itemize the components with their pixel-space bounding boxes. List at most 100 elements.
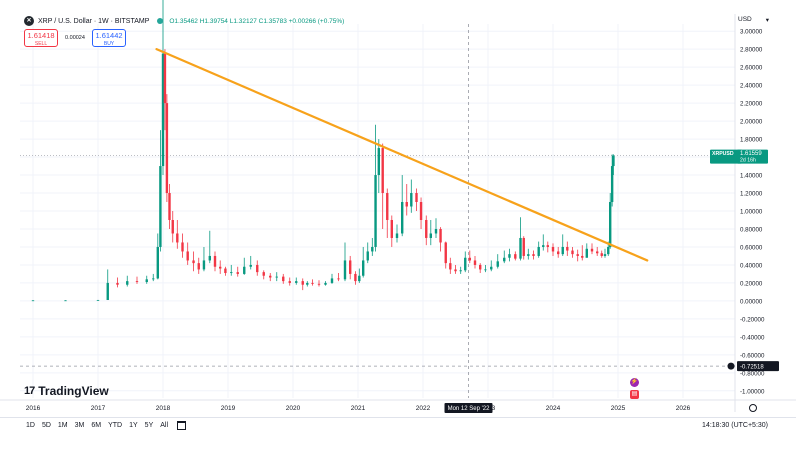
candle-body: [377, 148, 380, 176]
candle-body: [192, 260, 195, 264]
candle-body: [546, 245, 549, 247]
candle-body: [371, 246, 374, 252]
candles-group: [31, 0, 615, 302]
candle-body: [401, 202, 404, 234]
candle-body: [213, 255, 217, 267]
candle-body: [415, 193, 418, 203]
candle-body: [358, 275, 361, 282]
x-tick-label: 2025: [611, 405, 626, 412]
xrp-logo-icon: ✕: [24, 16, 34, 26]
candle-body: [610, 166, 614, 203]
x-tick-label: 2026: [676, 405, 691, 412]
y-tick-label: 0.60000: [740, 244, 763, 251]
y-tick-label: -1.00000: [740, 388, 765, 395]
y-tick-label: 1.80000: [740, 137, 763, 144]
candle-body: [519, 237, 522, 259]
crosshair-date-tag: [444, 403, 493, 413]
candle-body: [514, 254, 517, 259]
candle-body: [243, 266, 246, 274]
x-tick-label: 2019: [221, 405, 236, 412]
candle-body: [249, 264, 252, 267]
y-tick-label: 0.40000: [740, 262, 763, 269]
candle-body: [612, 155, 615, 167]
range-6m[interactable]: 6M: [91, 422, 102, 429]
candle-body: [311, 282, 314, 284]
symbol-header: ✕ XRP / U.S. Dollar · 1W · BITSTAMP O1.3…: [24, 15, 344, 27]
range-5d[interactable]: 5D: [41, 422, 51, 429]
crosshair-price-tag: [737, 361, 779, 372]
clock-timezone[interactable]: 14:18:30 (UTC+5:30): [702, 422, 768, 429]
candle-body: [439, 228, 442, 243]
bottom-toolbar: 1D 5D 1M 3M 6M YTD 1Y 5Y All 14:18:30 (U…: [0, 417, 796, 433]
y-tick-label: -0.60000: [740, 352, 765, 359]
x-tick-label: 2024: [546, 405, 561, 412]
candle-body: [444, 242, 447, 264]
candle-body: [464, 257, 467, 271]
tradingview-logo[interactable]: 17 TradingView: [24, 384, 109, 398]
symbol-title[interactable]: XRP / U.S. Dollar · 1W · BITSTAMP: [38, 17, 150, 25]
ohlc-values: O1.35462 H1.39754 L1.32127 C1.35783 +0.0…: [169, 17, 345, 25]
x-tick-label: 2022: [416, 405, 431, 412]
currency-dropdown[interactable]: USD ▾: [738, 16, 769, 24]
candle-body: [410, 193, 413, 207]
candle-body: [181, 242, 184, 252]
sell-button[interactable]: 1.61418 SELL: [24, 29, 58, 47]
candle-body: [609, 202, 612, 247]
calendar-icon[interactable]: [177, 421, 187, 430]
candle-body: [106, 282, 109, 301]
candle-body: [330, 278, 334, 283]
candle-body: [585, 248, 588, 258]
candle-body: [269, 275, 272, 278]
earnings-event-icon[interactable]: ▤: [630, 390, 639, 399]
candle-body: [503, 257, 506, 262]
last-price-value-tag: [737, 149, 768, 164]
y-tick-label: 0.80000: [740, 226, 763, 233]
candle-body: [381, 148, 384, 194]
candle-body: [256, 264, 259, 273]
candle-body: [459, 270, 462, 272]
candle-body: [527, 254, 530, 256]
candle-body: [163, 53, 167, 104]
candle-body: [434, 228, 438, 234]
chevron-down-icon: ▾: [765, 17, 769, 24]
y-tick-label: 0.00000: [740, 298, 763, 305]
candle-body: [236, 272, 239, 274]
tradingview-wordmark: TradingView: [38, 384, 109, 398]
range-5y[interactable]: 5Y: [144, 422, 154, 429]
candle-body: [96, 300, 100, 301]
candle-body: [596, 251, 599, 254]
range-3m[interactable]: 3M: [74, 422, 85, 429]
buy-button[interactable]: 1.61442 BUY: [92, 29, 126, 47]
tradingview-mark-icon: 17: [24, 385, 35, 397]
range-1d[interactable]: 1D: [26, 422, 35, 429]
candle-body: [343, 260, 347, 280]
y-tick-label: 2.40000: [740, 83, 763, 90]
candle-body: [600, 253, 603, 256]
x-tick-label: 2020: [286, 405, 301, 412]
y-tick-label: -0.80000: [740, 370, 765, 377]
crosshair-price-label: -0.72518: [740, 365, 764, 371]
sell-price: 1.61418: [27, 31, 55, 40]
candle-body: [566, 246, 569, 251]
range-all[interactable]: All: [160, 422, 169, 429]
candle-body: [425, 219, 428, 238]
candle-body: [374, 175, 377, 247]
candle-body: [603, 254, 607, 256]
candle-body: [551, 246, 555, 252]
range-1m[interactable]: 1M: [57, 422, 68, 429]
candle-body: [165, 103, 169, 194]
candle-body: [429, 233, 432, 238]
candle-body: [366, 251, 369, 261]
candle-body: [508, 254, 511, 258]
candle-body: [362, 260, 365, 276]
candle-body: [306, 282, 309, 285]
candle-body: [208, 255, 211, 261]
candle-body: [176, 233, 179, 243]
range-ytd[interactable]: YTD: [108, 422, 123, 429]
range-1y[interactable]: 1Y: [129, 422, 138, 429]
trade-panel: 1.61418 SELL 0.00024 1.61442 BUY: [24, 29, 126, 47]
lightning-event-icon[interactable]: ⚡: [630, 378, 639, 387]
candle-body: [386, 193, 389, 220]
